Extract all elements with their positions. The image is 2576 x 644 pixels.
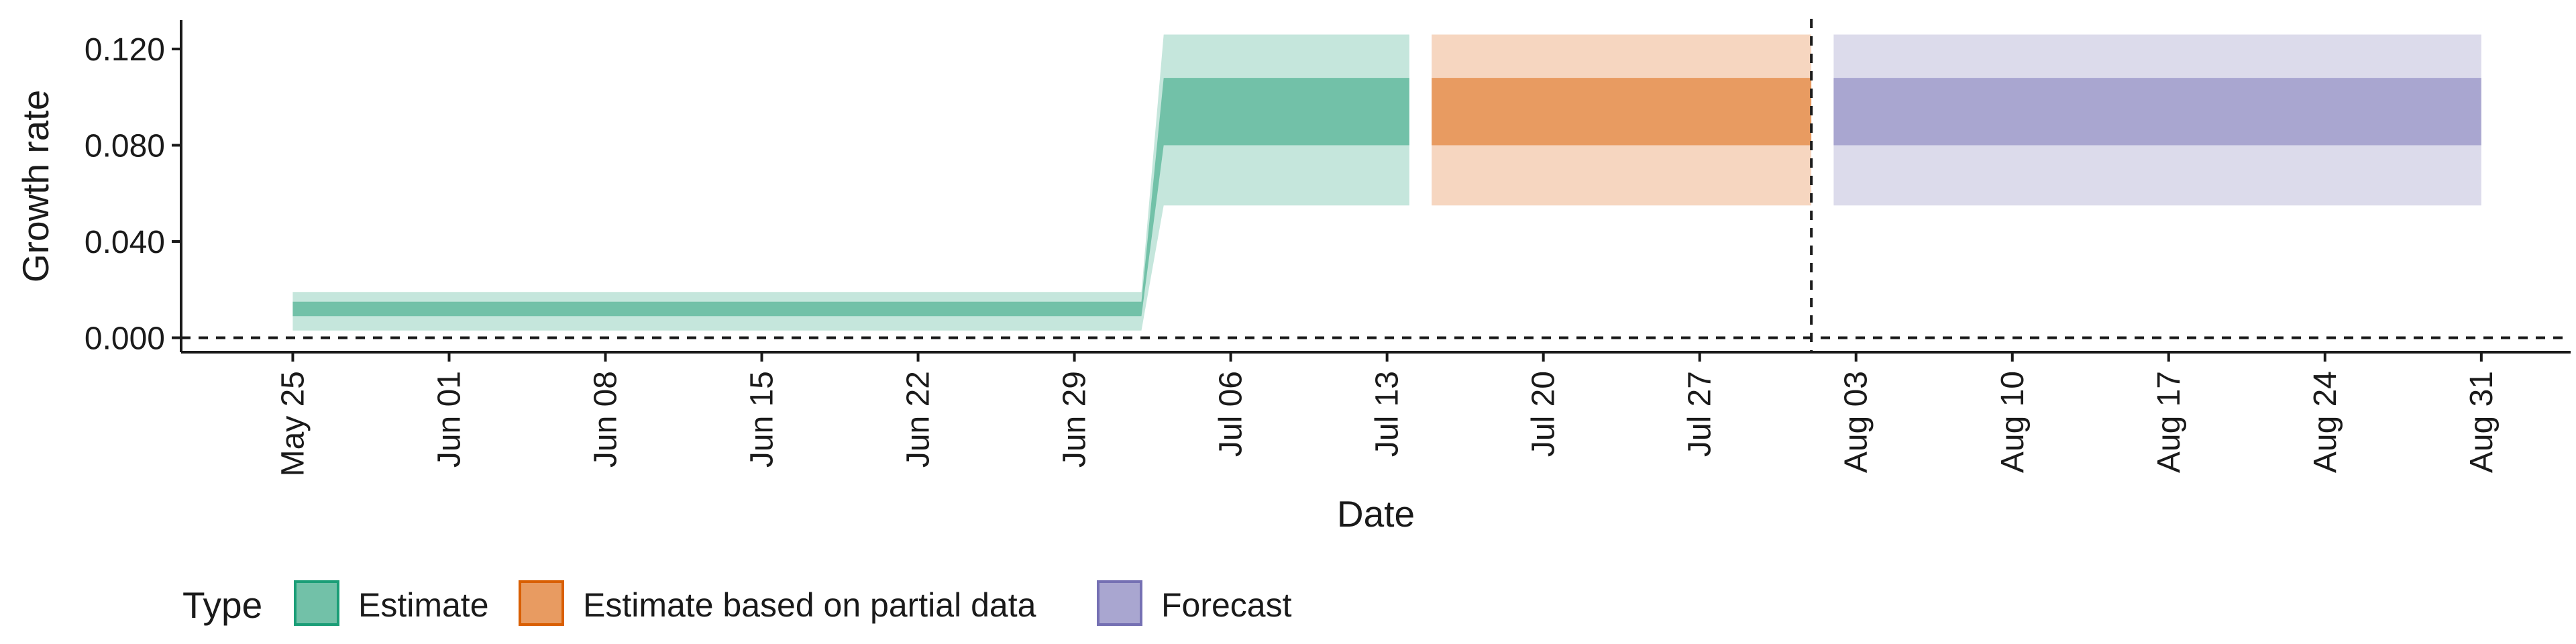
reference-lines [181,19,2571,352]
y-tick-label: 0.080 [85,129,165,164]
x-tick-label: Jul 20 [1526,371,1562,457]
uncertainty-bands [292,34,2481,331]
x-tick-label: Jun 08 [588,371,624,468]
x-tick-label: Aug 24 [2308,371,2343,473]
legend-key-1 [294,580,339,626]
x-tick-label: Jul 06 [1214,371,1249,457]
x-tick-label: Aug 10 [1995,371,2031,473]
y-tick-label: 0.120 [85,32,165,68]
legend-label-1: Estimate [358,586,489,624]
legend: Type Estimate Estimate based on partial d… [182,580,1292,626]
x-axis-title: Date [1337,493,1415,535]
y-tick-label: 0.040 [85,225,165,260]
legend-label-2: Estimate based on partial data [583,586,1036,624]
x-tick-label: Jun 22 [901,371,936,468]
x-tick-label: Aug 03 [1839,371,1874,473]
x-tick-label: Aug 17 [2151,371,2187,473]
forecast-inner-band [1833,78,2481,146]
y-axis-title: Growth rate [15,90,56,282]
x-tick-label: Jul 27 [1682,371,1718,457]
x-tick-label: May 25 [275,371,311,476]
x-tick-label: Jul 13 [1370,371,1405,457]
legend-title: Type [182,584,262,626]
axis-labels: Date Growth rate [15,90,1415,535]
legend-label-3: Forecast [1161,586,1292,624]
x-tick-label: Aug 31 [2464,371,2500,473]
estimate-inner-band [292,78,1409,317]
x-tick-label: Jun 15 [745,371,780,468]
x-tick-label: Jun 01 [431,371,467,468]
x-tick-label: Jun 29 [1057,371,1093,468]
estimate-outer-band [292,34,1409,331]
y-tick-label: 0.000 [85,321,165,356]
legend-key-3 [1097,580,1142,626]
axes: 0.000 0.040 0.080 0.120 May 25 Jun 01 Jun 08 Ju… [85,20,2571,476]
legend-key-2 [519,580,564,626]
estimate-based-on-partial-data-inner-band [1432,78,1812,146]
